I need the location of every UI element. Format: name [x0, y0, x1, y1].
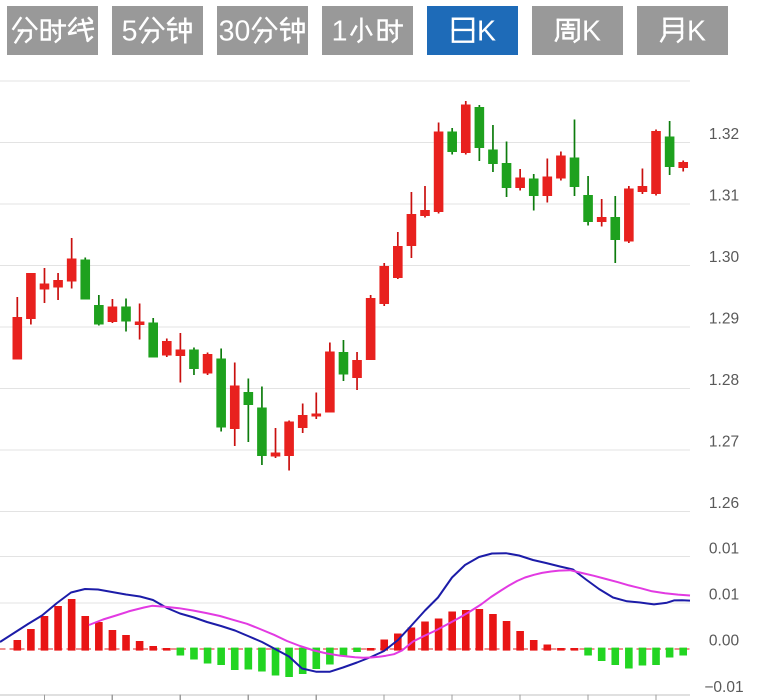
- svg-text:1.26: 1.26: [709, 495, 739, 512]
- svg-text:0.01: 0.01: [709, 586, 739, 603]
- svg-text:0.01: 0.01: [709, 540, 739, 557]
- svg-text:1.30: 1.30: [709, 249, 740, 266]
- svg-text:−0.01: −0.01: [704, 679, 743, 696]
- svg-text:1.31: 1.31: [709, 188, 739, 205]
- svg-text:30: 30: [219, 16, 251, 48]
- svg-text:1.27: 1.27: [709, 434, 739, 451]
- svg-text:1: 1: [332, 16, 348, 48]
- svg-text:1.32: 1.32: [709, 126, 739, 143]
- svg-text:K: K: [687, 16, 706, 48]
- svg-text:K: K: [582, 16, 601, 48]
- svg-text:1.28: 1.28: [709, 372, 739, 389]
- svg-text:K: K: [477, 16, 496, 48]
- svg-text:5: 5: [122, 16, 138, 48]
- svg-text:0.00: 0.00: [709, 633, 740, 650]
- svg-text:1.29: 1.29: [709, 311, 739, 328]
